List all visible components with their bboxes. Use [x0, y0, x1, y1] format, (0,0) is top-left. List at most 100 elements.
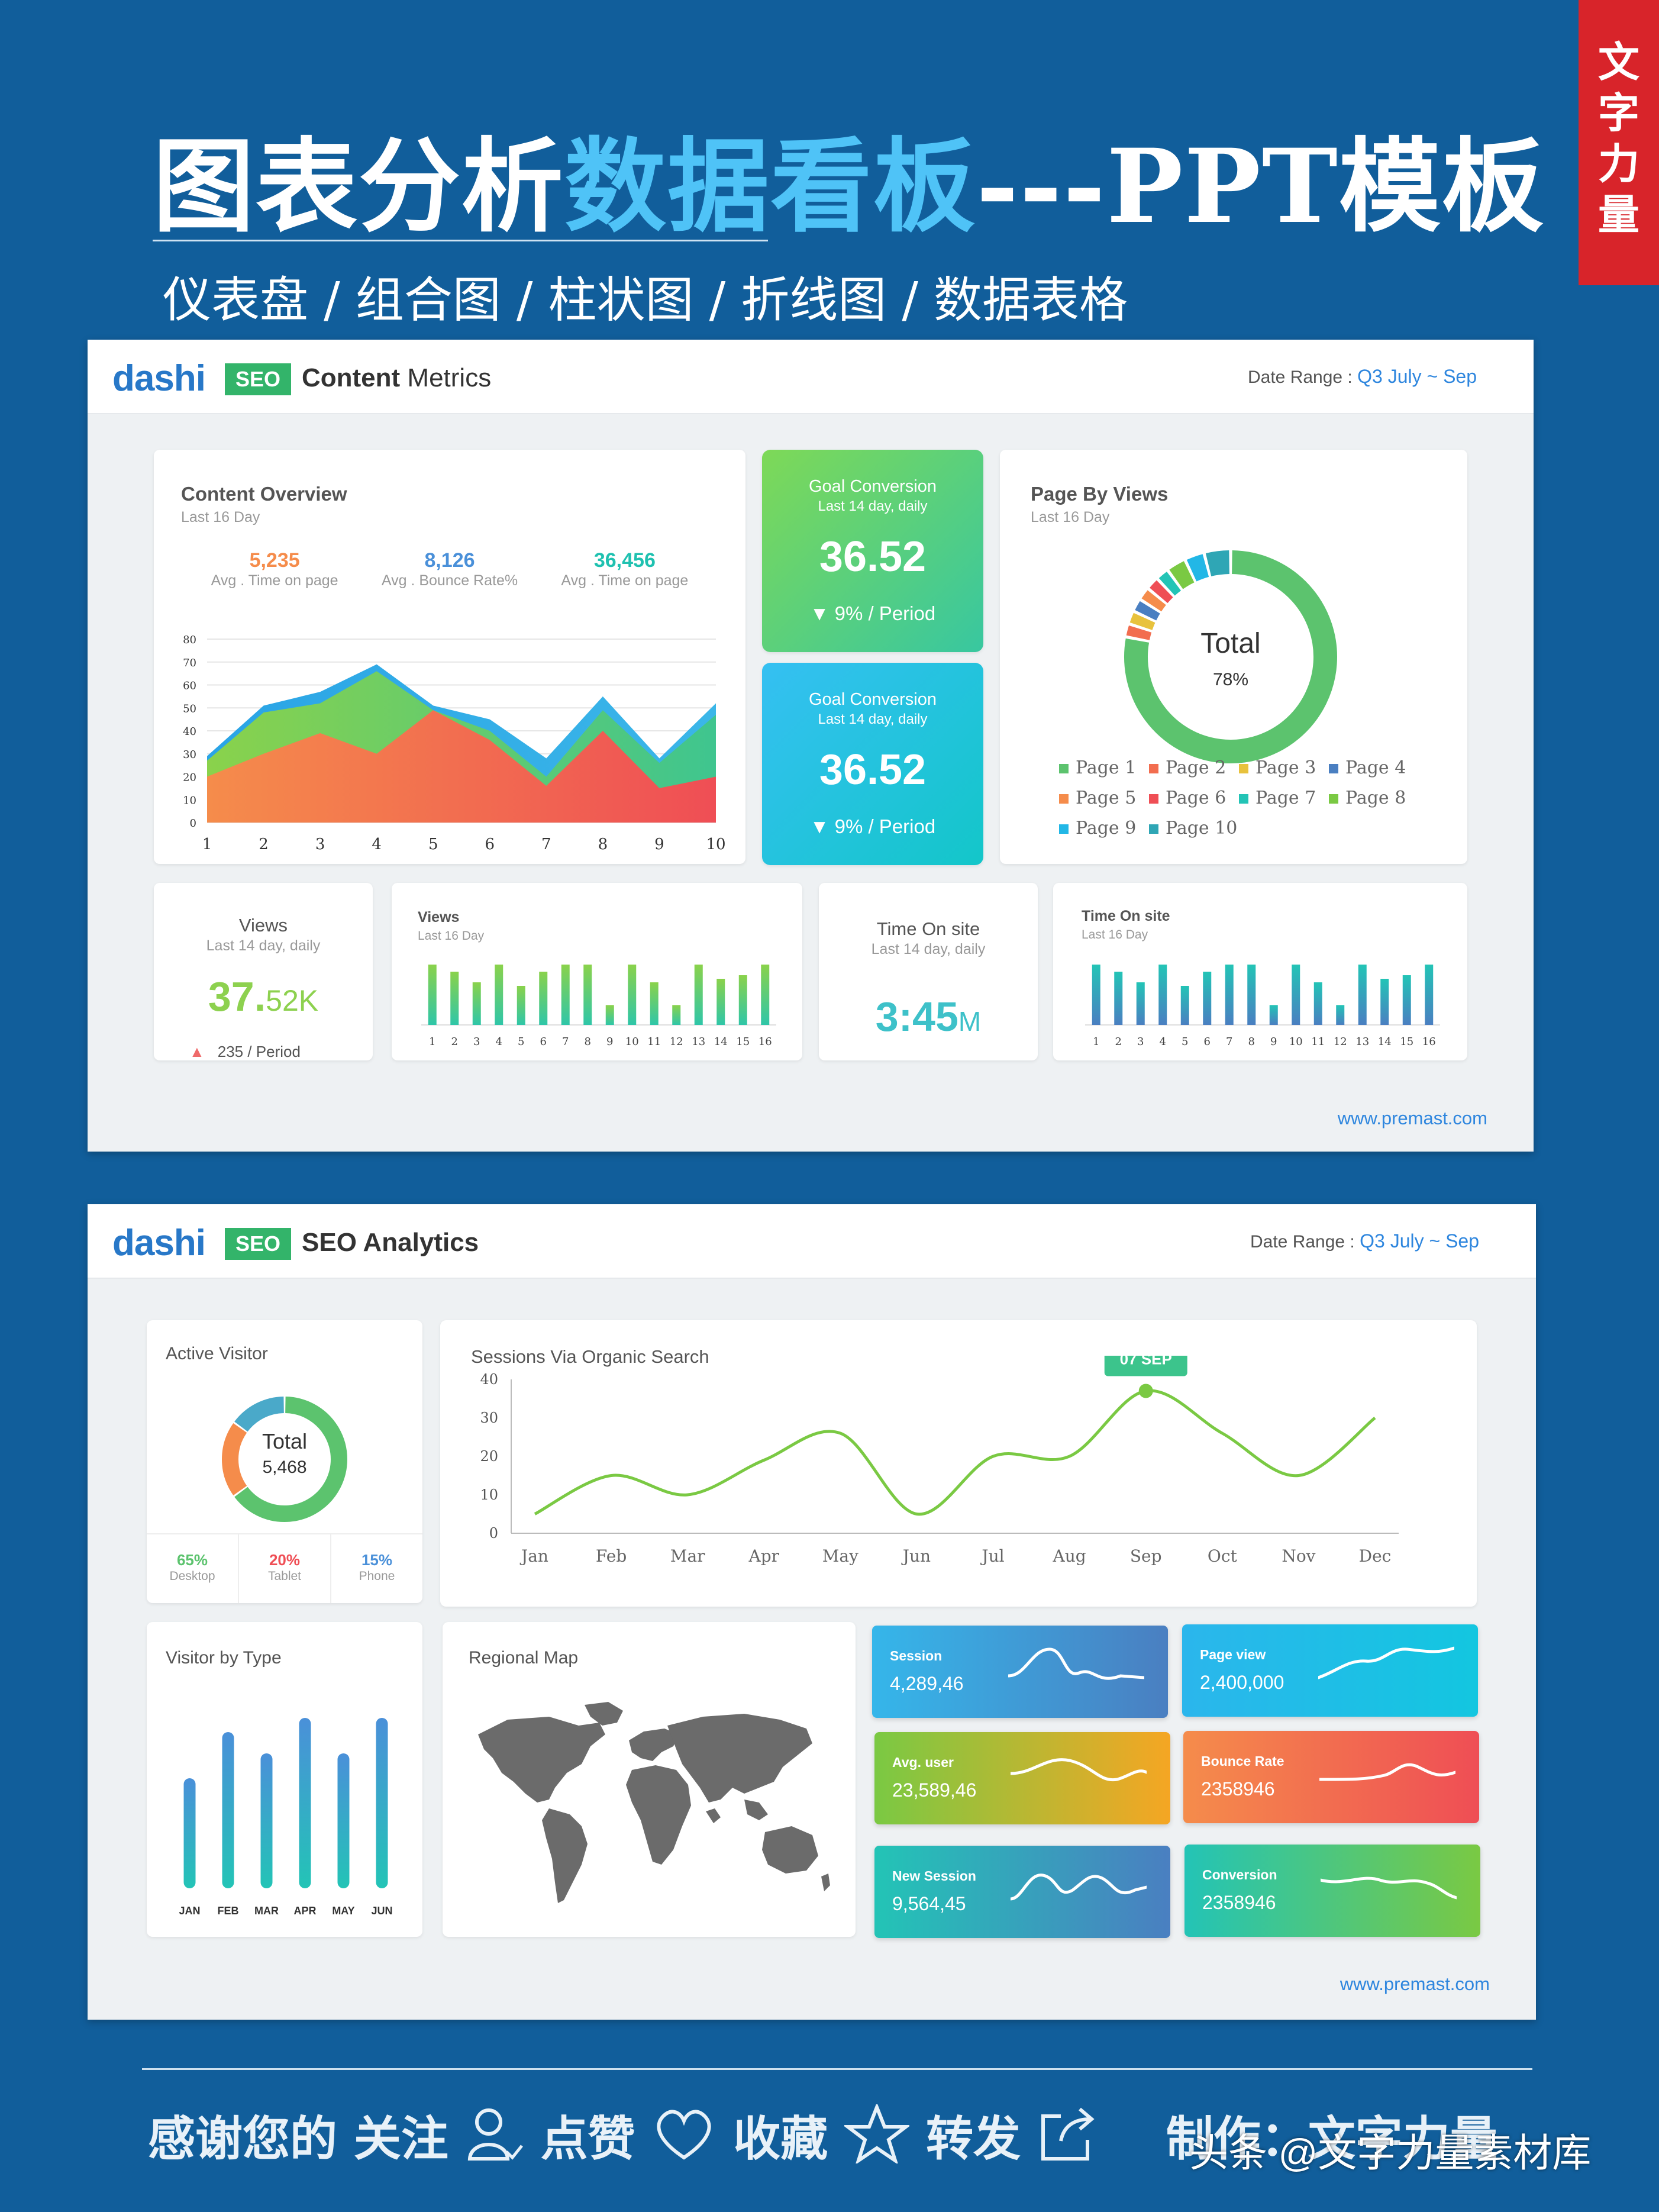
- donut-center-value: 5,468: [262, 1458, 307, 1477]
- date-range[interactable]: Date Range : Q3 July ~ Sep: [1250, 1230, 1479, 1252]
- x-tick-label: 11: [1311, 1036, 1325, 1048]
- split-pct: 20%: [269, 1551, 301, 1569]
- website-link[interactable]: www.premast.com: [1337, 1108, 1487, 1128]
- split-pct: 15%: [361, 1551, 393, 1569]
- legend-swatch: [1329, 794, 1338, 804]
- bar: [1247, 965, 1256, 1025]
- y-tick-label: 20: [183, 772, 196, 784]
- area-series: [207, 710, 716, 823]
- x-tick-label: 6: [540, 1036, 547, 1048]
- seo-badge: SEO: [225, 1228, 291, 1260]
- views-value: 37.52K: [154, 973, 373, 1020]
- dashi-logo: dashi: [112, 1222, 206, 1264]
- share-icon[interactable]: [1037, 2104, 1096, 2163]
- metric-tile[interactable]: Bounce Rate 2358946: [1183, 1731, 1479, 1823]
- time-bar-chart: 1 2 3 4 5 6 7 8 9 10 11 12 13 14 15 16: [1085, 965, 1440, 1048]
- x-tick-label: Nov: [1282, 1546, 1315, 1566]
- tile-label: New Session: [892, 1868, 976, 1884]
- kpi-label: Avg . Time on page: [561, 572, 689, 589]
- x-tick-label: JAN: [179, 1905, 200, 1917]
- user-follow-icon[interactable]: [465, 2104, 524, 2163]
- x-tick-label: Sep: [1130, 1546, 1162, 1566]
- bar: [1180, 986, 1189, 1025]
- footer-thanks: 感谢您的 关注 点赞 收藏 转发 制作：文字力量: [148, 2101, 1497, 2169]
- x-tick-label: 2: [259, 836, 269, 853]
- goal-title: Goal Conversion: [809, 477, 937, 496]
- x-tick-label: 7: [1226, 1036, 1232, 1048]
- metric-tile[interactable]: Conversion 2358946: [1184, 1845, 1480, 1937]
- panel-title: Content Metrics: [302, 363, 491, 393]
- tile-label: Bounce Rate: [1201, 1753, 1284, 1769]
- bar: [495, 965, 503, 1025]
- metric-tile[interactable]: Avg. user 23,589,46: [874, 1732, 1170, 1824]
- date-range-label: Date Range :: [1247, 367, 1358, 387]
- date-range-label: Date Range :: [1250, 1232, 1360, 1252]
- x-tick-label: 1: [1093, 1036, 1099, 1048]
- card-subtitle: Last 16 Day: [181, 509, 260, 525]
- sessions-line-chart: 0 10 20 30 40 Jan Feb Mar Apr May Jun Jul Aug Sep Oct N…: [480, 1356, 1399, 1566]
- bar: [605, 1005, 614, 1025]
- legend-swatch: [1059, 794, 1069, 804]
- x-tick-label: 4: [496, 1036, 502, 1048]
- y-tick-label: 0: [489, 1525, 498, 1542]
- page-by-views-card: Page By Views Last 16 Day Total 78% Page…: [1000, 450, 1467, 864]
- donut-center-title: Total: [262, 1429, 308, 1453]
- date-quarter: Q3: [1357, 366, 1383, 387]
- views-value-small: 52K: [266, 984, 319, 1017]
- title-part-2: 数据看板: [564, 126, 976, 246]
- x-tick-label: 13: [692, 1036, 705, 1048]
- metric-tile[interactable]: New Session 9,564,45: [874, 1846, 1170, 1938]
- bar: [183, 1778, 196, 1888]
- bar: [299, 1718, 311, 1888]
- tile-label: Page view: [1200, 1647, 1266, 1662]
- bar: [1092, 965, 1100, 1025]
- date-range[interactable]: Date Range : Q3 July ~ Sep: [1248, 366, 1477, 388]
- x-tick-label: FEB: [218, 1905, 239, 1917]
- legend-label: Page 1: [1076, 757, 1137, 778]
- badge-char: 力: [1598, 139, 1639, 188]
- kpi-item: 36,456 Avg . Time on page: [561, 549, 688, 589]
- legend-label: Page 5: [1076, 788, 1137, 808]
- title-part-1: 图表分析: [153, 126, 564, 246]
- x-tick-label: 8: [598, 836, 608, 853]
- tile-value: 2,400,000: [1200, 1672, 1284, 1693]
- y-tick-label: 50: [183, 702, 196, 715]
- seo-analytics-panel: dashi SEO SEO Analytics Date Range : Q3 …: [88, 1204, 1536, 2020]
- bar: [1380, 979, 1389, 1025]
- bar: [761, 965, 770, 1025]
- x-tick-label: Feb: [596, 1546, 627, 1566]
- sparkline: [1321, 1876, 1457, 1900]
- legend-item: Page 1: [1059, 757, 1149, 778]
- sessions-card: Sessions Via Organic Search 0 10 20 30 40 Jan…: [440, 1320, 1477, 1607]
- x-tick-label: 5: [1182, 1036, 1188, 1048]
- kpi-value: 36,456: [593, 549, 656, 572]
- card-title: Content Overview: [181, 483, 347, 505]
- card-subtitle: Last 14 day, daily: [206, 937, 321, 954]
- x-tick-label: 13: [1355, 1036, 1369, 1048]
- x-tick-label: 7: [562, 1036, 569, 1048]
- star-icon[interactable]: [843, 2102, 912, 2165]
- heart-icon[interactable]: [651, 2104, 716, 2163]
- metric-tile[interactable]: Session 4,289,46: [872, 1626, 1168, 1718]
- bar: [628, 965, 637, 1025]
- kpi-label: Avg . Bounce Rate%: [381, 572, 518, 589]
- x-tick-label: May: [822, 1546, 858, 1566]
- device-desktop: 65% Desktop: [147, 1534, 239, 1603]
- y-tick-label: 0: [190, 817, 196, 830]
- x-tick-label: 5: [428, 836, 438, 853]
- panel-title-bold: Content: [302, 363, 401, 392]
- website-link[interactable]: www.premast.com: [1340, 1974, 1490, 1994]
- legend-item: Page 4: [1329, 757, 1419, 778]
- sparkline-path: [1011, 1874, 1147, 1901]
- goal-subtitle: Last 14 day, daily: [818, 498, 928, 514]
- donut-slice: [1135, 601, 1160, 621]
- legend-swatch: [1329, 764, 1338, 773]
- x-tick-label: 7: [541, 836, 551, 853]
- goal-change: ▼ 9% / Period: [809, 815, 936, 837]
- title-underline: [153, 240, 768, 241]
- active-visitor-donut-chart: [222, 1397, 347, 1522]
- views-value-main: 37.: [208, 973, 266, 1020]
- metric-tile[interactable]: Page view 2,400,000: [1182, 1624, 1478, 1717]
- x-tick-label: Jul: [980, 1546, 1004, 1566]
- badge-char: 量: [1598, 190, 1639, 239]
